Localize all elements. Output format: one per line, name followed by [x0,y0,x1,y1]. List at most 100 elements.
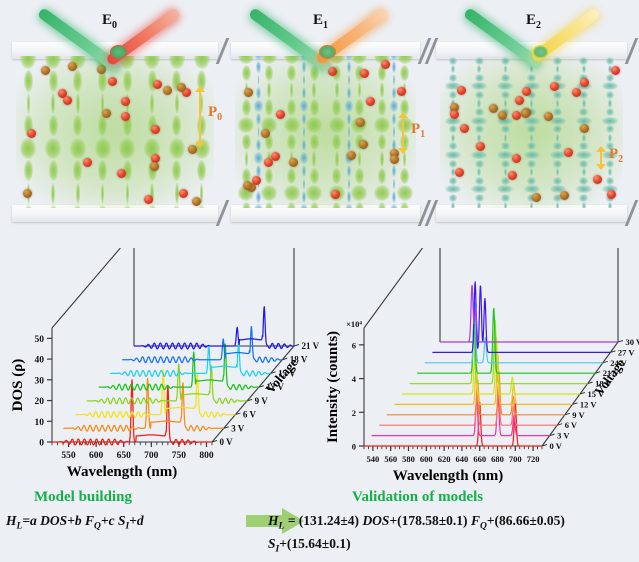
helix-disc [601,116,618,125]
helix-disc [287,99,296,116]
helix-disc [301,165,306,177]
helix-disc [605,73,615,82]
helix-disc [390,204,399,208]
helix-disc [527,108,536,117]
helix-disc [555,65,560,74]
helix-disc [601,185,618,194]
helix-disc [500,90,510,99]
bottom-substrate-plate [12,205,218,222]
svg-text:15 V: 15 V [588,389,605,399]
helix-disc [348,126,350,138]
pitch-label-2: P2 [609,146,624,165]
helix-disc [309,65,319,82]
svg-text:750: 750 [172,451,187,461]
dopant-particle [242,180,252,190]
helix-disc [351,56,368,65]
helix-column [374,56,391,208]
helix-disc [396,185,413,202]
helix-disc [400,168,410,185]
helix-disc [256,113,261,125]
spectrum-trace [439,284,619,343]
dopant-particle [67,62,77,72]
helix-disc [332,99,342,116]
helix-disc [332,168,342,185]
svg-text:620: 620 [438,454,451,464]
helix-disc [392,165,397,177]
helix-disc [497,116,514,125]
dopant-particle [97,65,107,75]
helix-disc [608,168,612,177]
helix-disc [503,133,508,142]
dopant-particle [188,144,198,154]
helix-disc [579,159,589,168]
helix-disc [199,92,204,114]
helix-disc [503,168,508,177]
workflow-arrow-icon [246,508,304,534]
svg-text:640: 640 [456,454,469,464]
helix-disc [402,150,407,168]
helix-disc [144,137,161,159]
helix-disc [474,193,484,202]
dopant-particle [488,104,498,114]
helix-disc [312,82,316,99]
svg-text:550: 550 [61,451,76,461]
spectrum-trace [394,353,573,405]
svg-text:0 V: 0 V [220,437,234,447]
schematic-panel-0: E0 P0 [4,0,230,245]
svg-text:3 V: 3 V [231,423,245,433]
helix-disc [445,116,462,125]
helix-disc [197,160,207,182]
svg-text:4: 4 [352,374,357,384]
helix-column [45,56,62,208]
helix-disc [582,65,586,74]
helix-disc [302,178,305,190]
helix-disc [549,150,566,159]
helix-disc [608,65,612,74]
helix-disc [380,150,384,168]
helix-disc [605,125,615,134]
helix-disc [555,168,560,177]
helix-disc [312,150,316,168]
dopant-particle [62,95,72,105]
helix-disc [98,70,108,92]
helix-disc [301,61,306,73]
dopant-particle [390,148,400,158]
helix-disc [392,87,397,99]
spectrum-trace [424,302,603,364]
dopant-particle [263,158,273,168]
helix-disc [377,99,387,116]
helix-disc [374,185,391,202]
dopant-particle [108,76,118,86]
helix-column [69,56,86,208]
helix-disc [579,56,589,65]
validation-formula: HL = (131.24±4) DOS+(178.58±0.1) FQ+(86.… [268,513,565,556]
helix-disc [400,202,410,208]
svg-text:560: 560 [384,454,397,464]
helix-disc [344,204,354,208]
helix-disc [94,137,111,159]
helix-disc [448,142,458,151]
dopant-particle [153,80,163,90]
helix-disc [579,108,589,117]
helix-disc [555,99,560,108]
dopant-particle [22,189,32,199]
helix-disc [302,74,305,86]
dopant-particle [149,162,159,172]
dopant-particle [275,110,285,120]
helix-disc [527,73,536,82]
helix-disc [241,65,251,82]
helix-disc [256,87,261,99]
dopant-particle [356,118,366,128]
helix-disc [523,116,540,125]
helix-column [396,56,413,208]
helix-disc [500,159,510,168]
helix-disc [451,168,455,177]
dopant-particle [390,155,400,165]
helix-disc [579,73,589,82]
helix-disc [257,74,260,86]
spectrum-trace [401,336,581,395]
helix-disc [197,70,207,92]
helix-disc [51,182,55,204]
helix-disc [48,205,58,208]
dopant-particle [450,109,460,119]
